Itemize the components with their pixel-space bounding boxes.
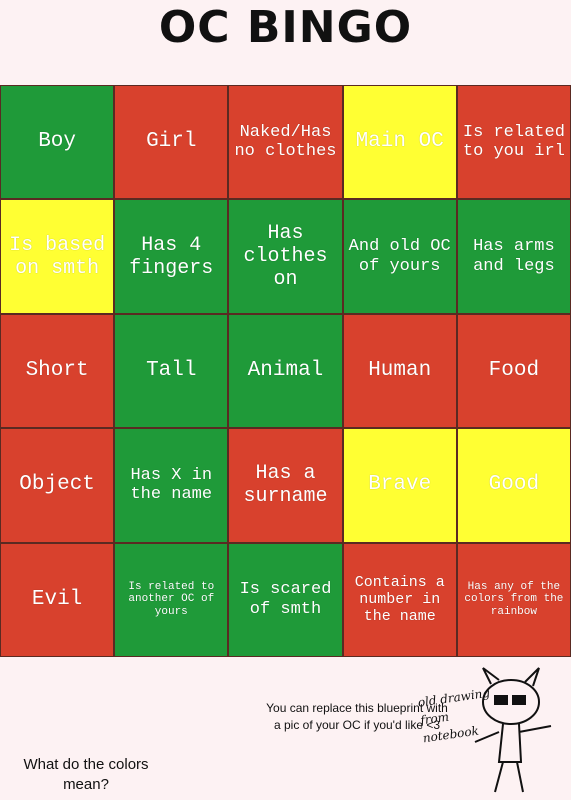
bingo-cell: Short [0,313,115,429]
bingo-cell: Tall [114,313,229,429]
title: OC BINGO [158,2,413,53]
replace-note: You can replace this blueprint with a pi… [266,701,448,732]
bingo-cell: Has arms and legs [456,199,571,314]
bingo-cell: Animal [228,313,343,429]
bingo-cell: Boy [0,85,115,200]
bingo-cell: Has X in the name [114,428,229,543]
bingo-cell: Naked/Has no clothes [228,85,343,200]
bingo-cell: Has a surname [228,428,343,543]
bingo-cell: Is scared of smth [228,542,343,657]
bingo-cell: Good [456,428,571,543]
bingo-cell: Food [456,313,571,429]
bingo-cell: Girl [114,85,229,200]
bingo-cell: Has 4 fingers [114,199,229,314]
bingo-cell: And old OC of yours [342,199,457,314]
bingo-cell: Object [0,428,115,543]
bingo-cell: Brave [342,428,457,543]
bingo-cell: Human [342,313,457,429]
bingo-cell: Is related to you irl [456,85,571,200]
bingo-cell: Main OC [342,85,457,200]
sketch [474,667,552,793]
bingo-cell: Is based on smth [0,199,115,314]
bingo-cell: Has clothes on [228,199,343,314]
bingo-cell: Contains a number in the name [342,542,457,657]
bingo-cell: Is related to another OC of yours [114,542,229,657]
color-question: What do the colors mean? [23,756,149,793]
bingo-cell: Evil [0,542,115,657]
bingo-grid: Boy Girl Naked/Has no clothes Main OC Is rel… [0,85,571,657]
bingo-cell: Has any of the colors from the rainbow [456,542,571,657]
